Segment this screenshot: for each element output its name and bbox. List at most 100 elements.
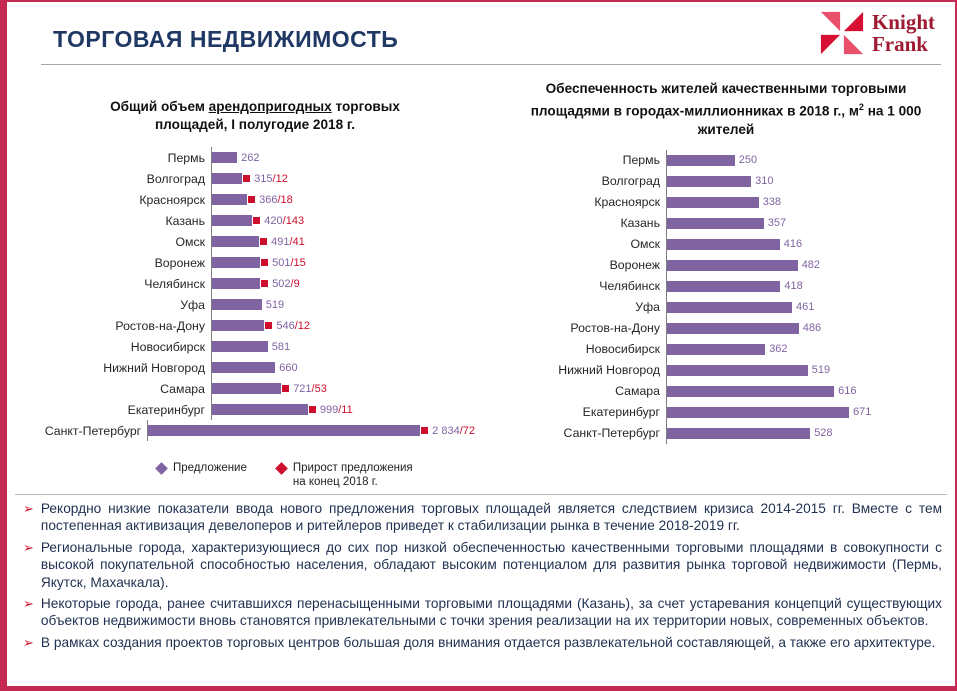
value-label: 581	[272, 341, 290, 353]
provision-bar	[667, 364, 808, 376]
provision-bar	[667, 238, 780, 250]
category-label: Омск	[175, 234, 205, 249]
chart-supply-rows: Пермь 262 Волгоград 315/12 Красноярск 366/18 К…	[35, 147, 475, 441]
growth-value: /9	[290, 277, 300, 290]
category-label: Воронеж	[154, 255, 205, 270]
chart-supply: Общий объем арендопригодных торговых пло…	[35, 98, 475, 441]
chart-supply-title-underlined: арендопригодных	[208, 99, 332, 114]
bar-area: 546/12	[211, 315, 475, 336]
chart-row: Пермь 262	[35, 147, 475, 168]
logo-word-2: Frank	[871, 32, 928, 56]
bullet-item: ➢ Рекордно низкие показатели ввода нового…	[23, 500, 942, 535]
chart-provision-title-pre: Обеспеченность жителей качественными тор…	[530, 81, 907, 119]
bar-area: 721/53	[211, 378, 475, 399]
category-label: Пермь	[622, 153, 660, 168]
growth-marker	[261, 280, 269, 287]
provision-bar	[667, 259, 798, 271]
value-label: 420/143	[264, 215, 304, 227]
chart-supply-title-post: торговых площадей, I полугодие 2018 г.	[154, 99, 400, 132]
growth-marker	[248, 196, 256, 203]
bar-area: 486	[666, 317, 942, 339]
value-label: 338	[762, 196, 782, 209]
provision-bar	[667, 385, 835, 397]
value-label: 491/41	[271, 236, 305, 248]
chart-supply-title-pre: Общий объем	[110, 99, 209, 114]
value-label: 416	[783, 238, 803, 251]
provision-bar	[667, 301, 792, 313]
supply-value: 2 834	[432, 424, 460, 437]
bar-area: 2 834/72	[147, 420, 475, 441]
chart-row: Омск 491/41	[35, 231, 475, 252]
value-label: 357	[767, 217, 787, 230]
chart-supply-title: Общий объем арендопригодных торговых пло…	[90, 98, 420, 134]
value-label: 519	[811, 364, 831, 377]
value-label: 366/18	[259, 194, 293, 206]
growth-marker	[243, 175, 251, 182]
supply-bar	[212, 278, 261, 289]
bullet-text: Рекордно низкие показатели ввода нового …	[40, 501, 942, 534]
bar-area: 502/9	[211, 273, 475, 294]
chart-provision: Обеспеченность жителей качественными тор…	[510, 80, 942, 444]
provision-bar	[667, 322, 799, 334]
category-label: Воронеж	[609, 258, 660, 273]
chart-row: Екатеринбург 999/11	[35, 399, 475, 420]
provision-bar	[667, 154, 735, 166]
bullet-item: ➢ Региональные города, характеризующиеся …	[23, 539, 942, 591]
page-title: ТОРГОВАЯ НЕДВИЖИМОСТЬ	[53, 26, 399, 52]
supply-value: 502	[272, 277, 291, 290]
chart-row: Новосибирск 362	[510, 338, 942, 360]
value-label: 310	[755, 175, 774, 188]
bar-area: 461	[666, 296, 942, 318]
value-label: 519	[266, 299, 284, 311]
chart-row: Санкт-Петербург 2 834/72	[35, 420, 475, 441]
chart-row: Санкт-Петербург 528	[510, 422, 942, 444]
value-label: 721/53	[293, 383, 327, 395]
growth-value: /53	[311, 382, 327, 395]
category-label: Казань	[620, 216, 660, 231]
bullet-item: ➢ Некоторые города, ранее считавшихся пер…	[23, 595, 942, 630]
chart-row: Казань 420/143	[35, 210, 475, 231]
category-label: Уфа	[635, 300, 660, 315]
provision-bar	[667, 427, 811, 439]
bar-area: 362	[666, 338, 942, 360]
legend-growth-label: Прирост предложения на конец 2018 г.	[293, 461, 413, 489]
bullet-list: ➢ Рекордно низкие показатели ввода нового…	[23, 500, 942, 655]
category-label: Новосибирск	[130, 339, 205, 354]
value-label: 546/12	[276, 320, 310, 332]
knight-frank-pinwheel-icon	[820, 11, 864, 55]
chart-provision-rows: Пермь 250 Волгоград 310 Красноярск 338 Казань 3…	[510, 149, 942, 444]
bar-area: 418	[666, 275, 942, 297]
growth-marker	[265, 322, 273, 329]
bar-area: 338	[666, 191, 942, 213]
value-label: 262	[241, 152, 259, 164]
supply-value: 519	[265, 298, 285, 311]
supply-bar	[212, 362, 276, 373]
bar-area: 357	[666, 212, 942, 234]
bar-area: 491/41	[211, 231, 475, 252]
category-label: Новосибирск	[585, 342, 660, 357]
category-label: Ростов-на-Дону	[115, 318, 205, 333]
category-label: Санкт-Петербург	[44, 423, 142, 438]
bar-area: 420/143	[211, 210, 475, 231]
chart-row: Красноярск 338	[510, 191, 942, 213]
chart-row: Воронеж 501/15	[35, 252, 475, 273]
growth-value: /12	[272, 172, 288, 185]
category-label: Нижний Новгород	[558, 363, 660, 378]
legend-growth-line1: Прирост предложения	[292, 462, 413, 474]
chart-row: Нижний Новгород 660	[35, 357, 475, 378]
growth-value: /18	[277, 193, 293, 206]
category-label: Нижний Новгород	[103, 360, 205, 375]
bar-area: 315/12	[211, 168, 475, 189]
growth-marker	[282, 385, 290, 392]
bullet-text: Региональные города, характеризующиеся д…	[40, 539, 942, 590]
bar-area: 501/15	[211, 252, 475, 273]
category-label: Красноярск	[139, 192, 205, 207]
category-label: Волгоград	[601, 174, 660, 189]
supply-bar	[212, 404, 308, 415]
category-label: Ростов-на-Дону	[570, 321, 660, 336]
chart-row: Казань 357	[510, 212, 942, 234]
supply-bar	[212, 383, 282, 394]
legend-item-supply: Предложение	[155, 461, 247, 475]
supply-value: 660	[279, 361, 298, 374]
supply-value: 581	[271, 340, 291, 353]
